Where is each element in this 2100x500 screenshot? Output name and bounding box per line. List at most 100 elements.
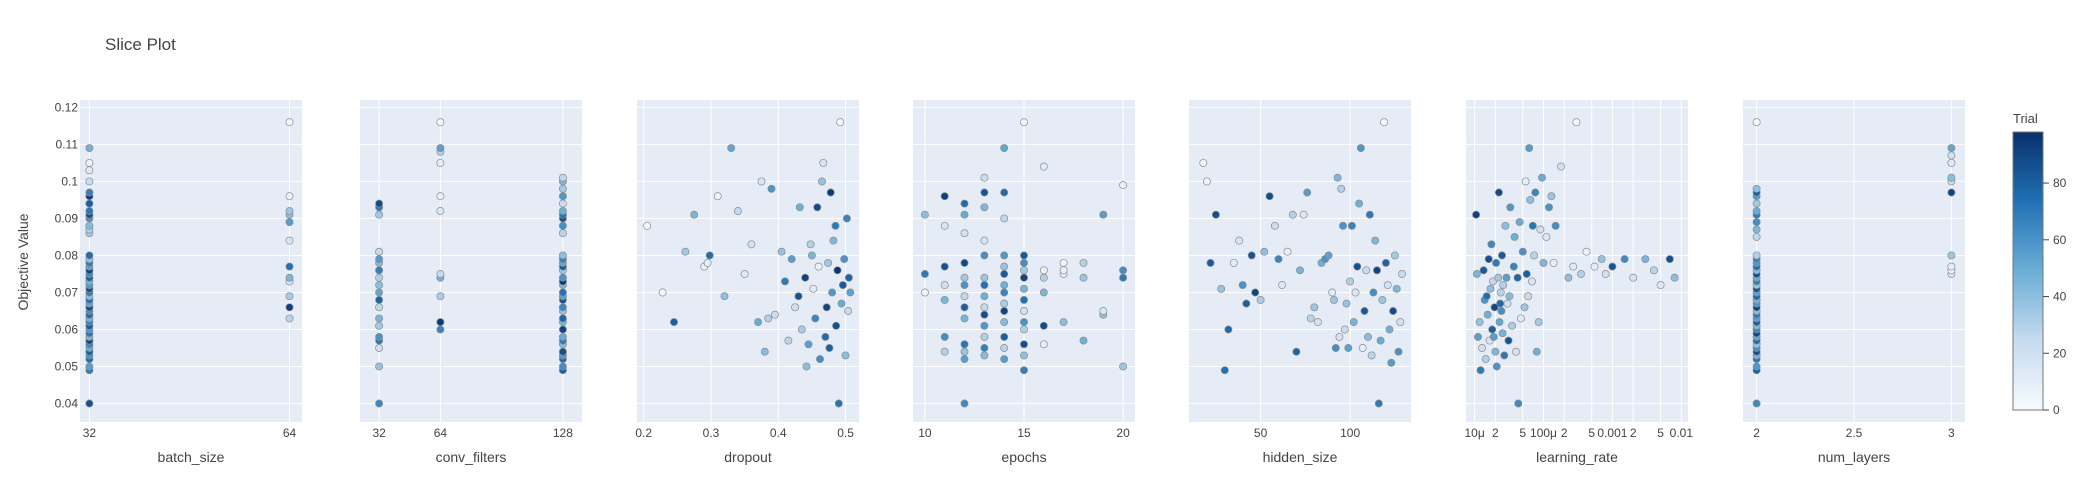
data-point[interactable] <box>375 321 384 330</box>
data-point[interactable] <box>1306 314 1315 323</box>
data-point[interactable] <box>844 273 853 282</box>
data-point[interactable] <box>816 355 824 364</box>
data-point[interactable] <box>1752 225 1761 234</box>
data-point[interactable] <box>1499 281 1508 290</box>
data-point[interactable] <box>1324 251 1333 260</box>
data-point[interactable] <box>703 258 712 267</box>
data-point[interactable] <box>980 236 989 245</box>
data-point[interactable] <box>809 284 818 293</box>
data-point[interactable] <box>1059 266 1068 275</box>
data-point[interactable] <box>85 166 94 175</box>
data-point[interactable] <box>558 184 567 193</box>
data-point[interactable] <box>811 314 820 323</box>
data-point[interactable] <box>1496 299 1505 308</box>
data-point[interactable] <box>558 192 567 201</box>
data-point[interactable] <box>1365 210 1374 219</box>
data-point[interactable] <box>831 221 840 230</box>
data-point[interactable] <box>1534 318 1543 327</box>
data-point[interactable] <box>1752 251 1761 260</box>
data-point[interactable] <box>1509 262 1518 271</box>
data-point[interactable] <box>940 262 949 271</box>
data-point[interactable] <box>1947 151 1956 160</box>
data-point[interactable] <box>1362 266 1371 275</box>
data-point[interactable] <box>1119 362 1128 371</box>
data-point[interactable] <box>1238 281 1247 290</box>
data-point[interactable] <box>1371 236 1380 245</box>
data-point[interactable] <box>558 303 567 312</box>
data-point[interactable] <box>1020 351 1028 360</box>
data-point[interactable] <box>1510 232 1519 241</box>
data-point[interactable] <box>836 118 845 127</box>
data-point[interactable] <box>1229 258 1238 267</box>
data-point[interactable] <box>1474 332 1482 341</box>
data-point[interactable] <box>1119 266 1128 275</box>
data-point[interactable] <box>285 236 294 245</box>
data-point[interactable] <box>285 207 294 215</box>
data-point[interactable] <box>1481 355 1490 364</box>
data-point[interactable] <box>1947 251 1956 260</box>
data-point[interactable] <box>1217 284 1226 293</box>
data-point[interactable] <box>980 321 989 330</box>
data-point[interactable] <box>1020 307 1028 315</box>
data-point[interactable] <box>760 347 769 356</box>
data-point[interactable] <box>940 332 949 341</box>
data-point[interactable] <box>1020 284 1028 293</box>
data-point[interactable] <box>825 344 834 352</box>
data-point[interactable] <box>727 144 736 153</box>
data-point[interactable] <box>1039 266 1048 275</box>
data-point[interactable] <box>375 344 384 352</box>
data-point[interactable] <box>1392 284 1401 293</box>
data-point[interactable] <box>1020 258 1028 267</box>
data-point[interactable] <box>1496 288 1505 297</box>
data-point[interactable] <box>1378 295 1387 304</box>
data-point[interactable] <box>1000 355 1009 364</box>
data-point[interactable] <box>960 210 969 219</box>
data-point[interactable] <box>713 192 722 201</box>
data-point[interactable] <box>960 273 969 282</box>
data-point[interactable] <box>1330 295 1338 304</box>
data-point[interactable] <box>980 332 989 341</box>
data-point[interactable] <box>1572 118 1581 127</box>
data-point[interactable] <box>1488 325 1497 334</box>
data-point[interactable] <box>1526 195 1535 204</box>
data-point[interactable] <box>1296 266 1304 275</box>
data-point[interactable] <box>754 318 763 327</box>
data-point[interactable] <box>1498 329 1507 338</box>
data-point[interactable] <box>834 399 843 408</box>
data-point[interactable] <box>940 295 949 304</box>
data-point[interactable] <box>1508 321 1517 330</box>
data-point[interactable] <box>980 188 989 197</box>
data-point[interactable] <box>980 251 989 260</box>
data-point[interactable] <box>285 218 294 227</box>
data-point[interactable] <box>1278 281 1287 290</box>
data-point[interactable] <box>1020 295 1028 304</box>
data-point[interactable] <box>1489 332 1498 341</box>
data-point[interactable] <box>960 292 969 301</box>
data-point[interactable] <box>1211 210 1220 219</box>
data-point[interactable] <box>690 210 699 219</box>
data-point[interactable] <box>285 314 294 323</box>
data-point[interactable] <box>1224 325 1233 334</box>
data-point[interactable] <box>1601 270 1610 278</box>
data-point[interactable] <box>1020 251 1028 260</box>
data-point[interactable] <box>1483 310 1492 319</box>
data-point[interactable] <box>1394 347 1403 356</box>
data-point[interactable] <box>658 288 667 297</box>
data-point[interactable] <box>558 173 567 182</box>
data-point[interactable] <box>1608 262 1617 271</box>
data-point[interactable] <box>940 347 949 356</box>
data-point[interactable] <box>1039 321 1048 330</box>
data-point[interactable] <box>1506 203 1515 212</box>
data-point[interactable] <box>781 277 789 286</box>
data-point[interactable] <box>375 314 384 323</box>
data-point[interactable] <box>1505 292 1514 301</box>
data-point[interactable] <box>1629 273 1638 282</box>
data-point[interactable] <box>285 262 294 271</box>
data-point[interactable] <box>1353 262 1362 271</box>
data-point[interactable] <box>1369 288 1378 297</box>
data-point[interactable] <box>1478 344 1486 352</box>
data-point[interactable] <box>1390 251 1399 260</box>
data-point[interactable] <box>1569 262 1578 271</box>
data-point[interactable] <box>1342 299 1351 308</box>
data-point[interactable] <box>1542 232 1551 241</box>
